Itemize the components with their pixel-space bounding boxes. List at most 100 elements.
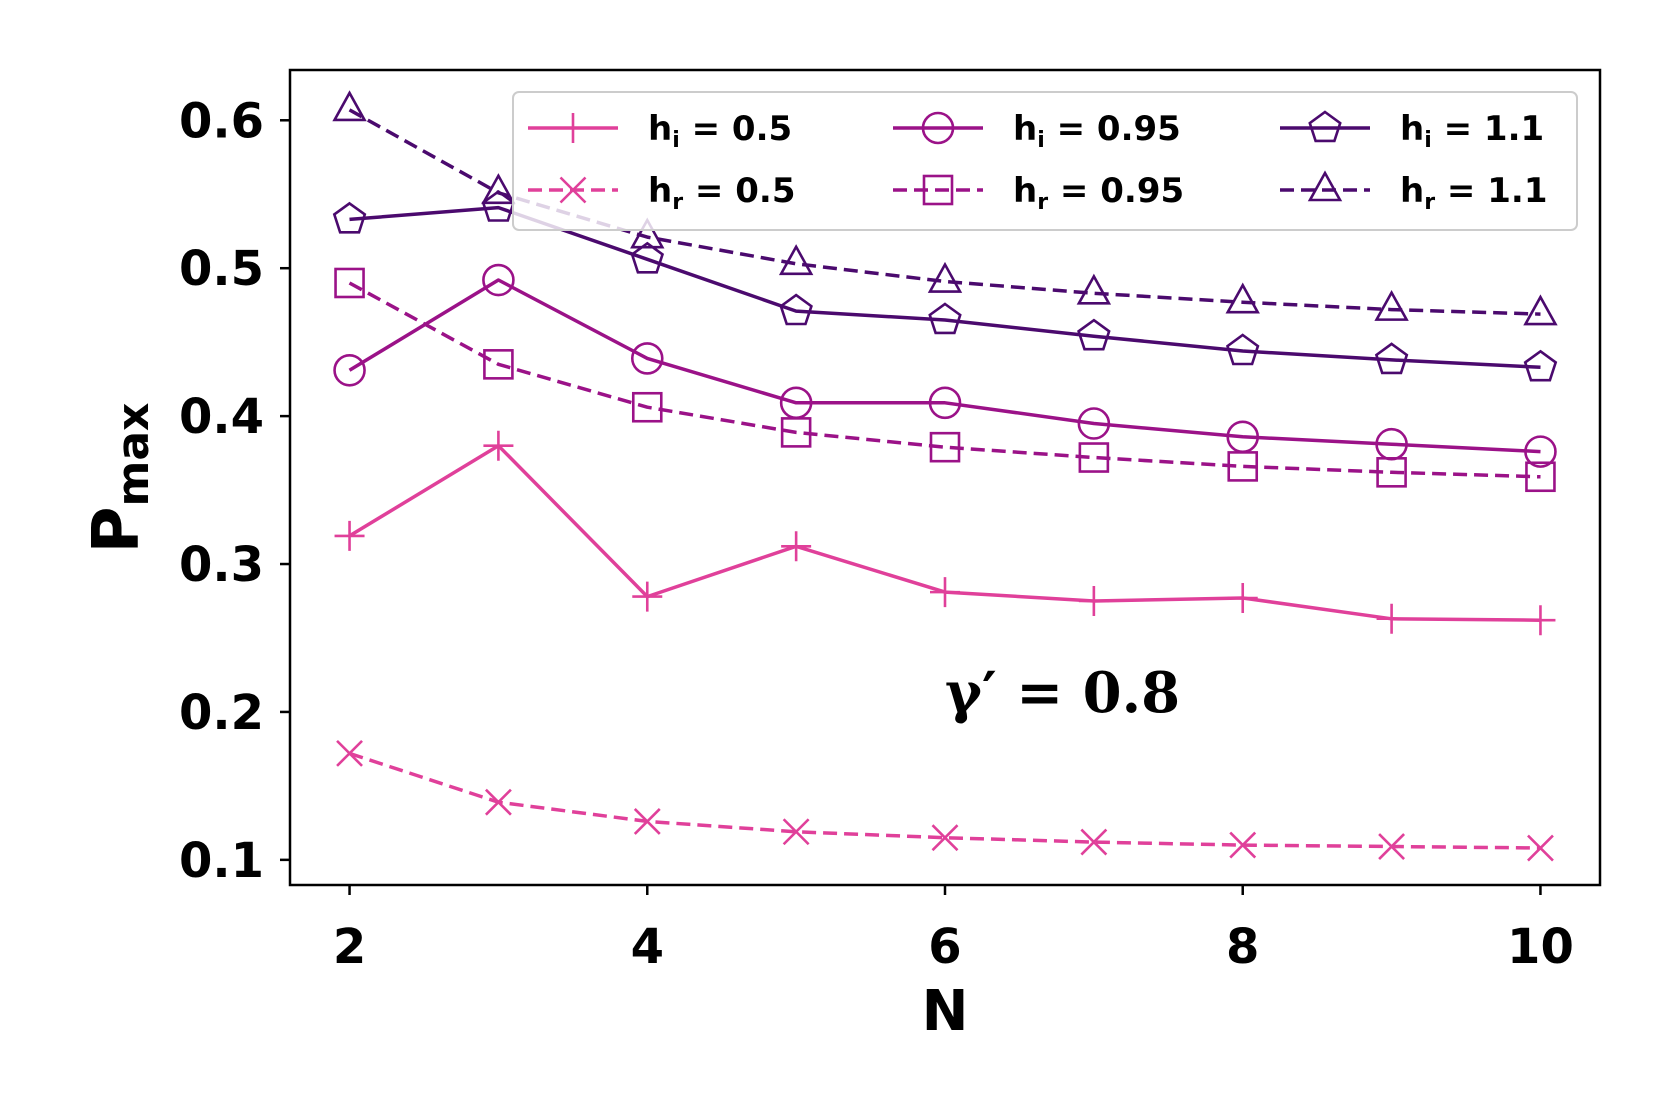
data-point [631,391,663,423]
data-point [1078,586,1109,617]
legend-label-main: h [648,171,672,211]
legend-label-main: h [1013,109,1037,149]
legend-entry-2: hr = 0.5 [528,171,795,215]
data-point [630,342,664,375]
data-point [1080,828,1108,856]
legend-entry-3: hi = 0.95 [893,109,1181,153]
data-point [1229,831,1257,859]
data-point [630,217,665,249]
data-point [782,818,810,846]
data-point [1378,833,1406,860]
data-point [1376,457,1407,488]
data-point [332,201,367,234]
data-point [336,739,363,767]
data-point [928,302,962,335]
legend-label: hr = 0.5 [648,171,795,215]
legend-label-sub: i [1037,128,1045,153]
y-tick-label: 0.5 [179,241,264,297]
legend-label-rest: = 0.5 [683,171,795,211]
data-point [630,241,665,274]
data-point [1227,451,1259,482]
data-point [1225,333,1260,366]
data-point [484,788,512,816]
data-point [334,520,365,551]
y-tick-label: 0.4 [179,389,264,445]
legend-entry-1: hi = 0.5 [528,109,792,153]
data-point [332,90,367,122]
series-1 [334,430,1556,636]
data-point [483,430,514,461]
data-point [1523,294,1558,326]
axis-ticks: 2 4 6 8 10 0.1 0.2 0.3 0.4 0.5 0.6 [179,93,1574,975]
data-point [1525,461,1556,493]
y-tick-label: 0.6 [179,93,264,149]
data-point [778,244,814,276]
data-point [1077,318,1111,351]
y-tick-label: 0.2 [179,685,264,741]
data-point [1376,603,1407,634]
x-axis-label: N [922,979,969,1044]
data-point [632,581,663,612]
data-point [1374,289,1409,321]
data-point [1078,442,1110,473]
legend-label-main: h [1400,109,1424,149]
legend-label: hr = 0.95 [1013,171,1184,215]
legend-label-sub: r [672,190,683,215]
legend-label-sub: i [672,128,680,153]
data-point [1523,349,1558,382]
y-axis-label: Pmax [80,403,159,554]
legend-label-rest: = 0.5 [680,109,792,149]
gamma-annotation: γ′ = 0.8 [945,660,1180,726]
legend-label-main: h [1400,171,1424,211]
legend-label-sub: r [1424,190,1435,215]
legend-marker [1308,110,1342,143]
data-point [1077,407,1111,440]
legend-label: hi = 0.5 [648,109,792,153]
data-point [928,386,962,420]
data-point [931,824,959,852]
legend-marker [1307,170,1343,202]
legend-label: hi = 1.1 [1400,109,1544,153]
legend-label-rest: = 0.95 [1048,171,1184,211]
x-tick-label: 2 [333,919,366,975]
data-point [1524,435,1557,468]
data-point [927,261,963,293]
legend-label-main: h [648,109,672,149]
x-tick-label: 8 [1226,919,1259,975]
y-axis-label-sub: max [108,403,159,507]
legend-label: hi = 0.95 [1013,109,1181,153]
data-point [482,263,515,297]
series-4 [334,267,1556,493]
legend-marker [922,174,954,206]
series-line [349,205,1541,370]
data-point [781,531,812,562]
legend-label-rest: = 1.1 [1435,171,1547,211]
legend-entry-5: hi = 1.1 [1280,109,1544,153]
series-line [348,281,1541,479]
legend-marker [921,111,955,145]
x-tick-label: 4 [631,919,664,975]
data-point [929,431,961,463]
series-line [348,278,1541,454]
y-tick-label: 0.1 [179,833,264,889]
data-point [1076,273,1112,305]
series-3 [333,263,1557,468]
data-point [930,577,960,608]
legend-label-main: h [1013,171,1037,211]
data-point [483,349,514,380]
data-point [1374,342,1409,375]
data-point [1225,282,1260,314]
data-point [633,807,661,835]
x-tick-label: 6 [928,919,961,975]
data-point [779,293,813,326]
legend-label-rest: = 0.95 [1045,109,1181,149]
data-point [481,173,516,205]
data-point [1525,605,1556,636]
data-point [1527,834,1554,862]
y-axis-label-main: P [80,507,154,554]
legend-marker [558,113,588,143]
x-tick-label: 10 [1507,919,1574,975]
legend-label: hr = 1.1 [1400,171,1547,215]
legend-label-sub: i [1424,128,1432,153]
